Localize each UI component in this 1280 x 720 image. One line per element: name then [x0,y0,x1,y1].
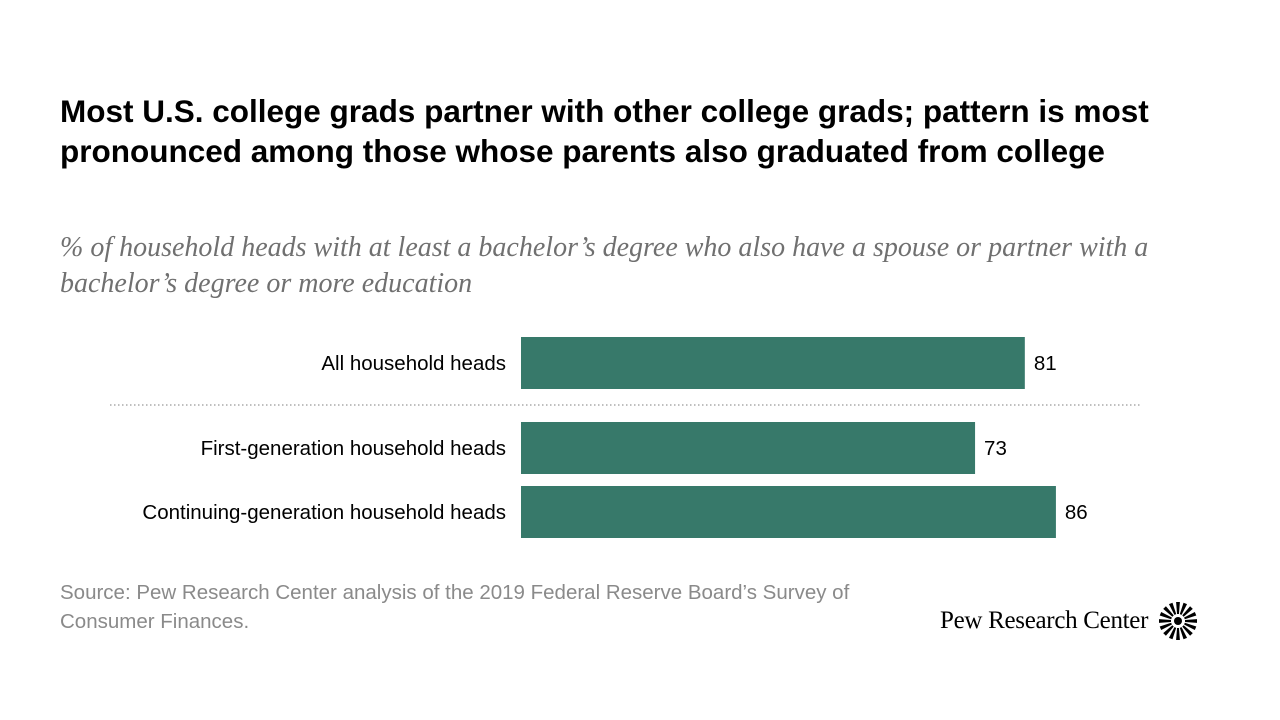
sunburst-ray [1163,625,1174,636]
chart-title: Most U.S. college grads partner with oth… [60,93,1149,169]
sunburst-ray [1184,622,1197,631]
pew-logo: Pew Research Center [940,601,1198,641]
pew-sunburst-icon [1159,602,1198,640]
bar [521,486,1056,538]
value-label: 86 [1065,501,1088,524]
sunburst-ray [1182,606,1193,617]
logo-text: Pew Research Center [940,607,1149,634]
source-note: Source: Pew Research Center analysis of … [60,581,850,633]
category-label: First-generation household heads [201,437,506,460]
sunburst-ray [1179,602,1188,615]
sunburst-ray [1185,619,1198,623]
sunburst-ray [1184,611,1197,620]
sunburst-ray [1159,622,1173,631]
sunburst-ray [1159,611,1173,620]
sunburst-ray [1169,627,1177,640]
chart-subtitle: % of household heads with at least a bac… [60,232,1149,299]
sunburst-ray [1179,627,1188,640]
sunburst-ray [1169,602,1177,615]
sunburst-ray [1176,602,1181,614]
sunburst-ray [1176,628,1181,640]
sunburst-ray [1182,625,1193,636]
bar [521,422,976,474]
value-label: 73 [984,437,1007,460]
category-label: Continuing-generation household heads [142,501,506,524]
value-label: 81 [1034,352,1057,375]
category-label: All household heads [321,352,506,375]
sunburst-ray [1159,619,1172,623]
bar [521,337,1025,389]
sunburst-ray [1163,606,1174,617]
